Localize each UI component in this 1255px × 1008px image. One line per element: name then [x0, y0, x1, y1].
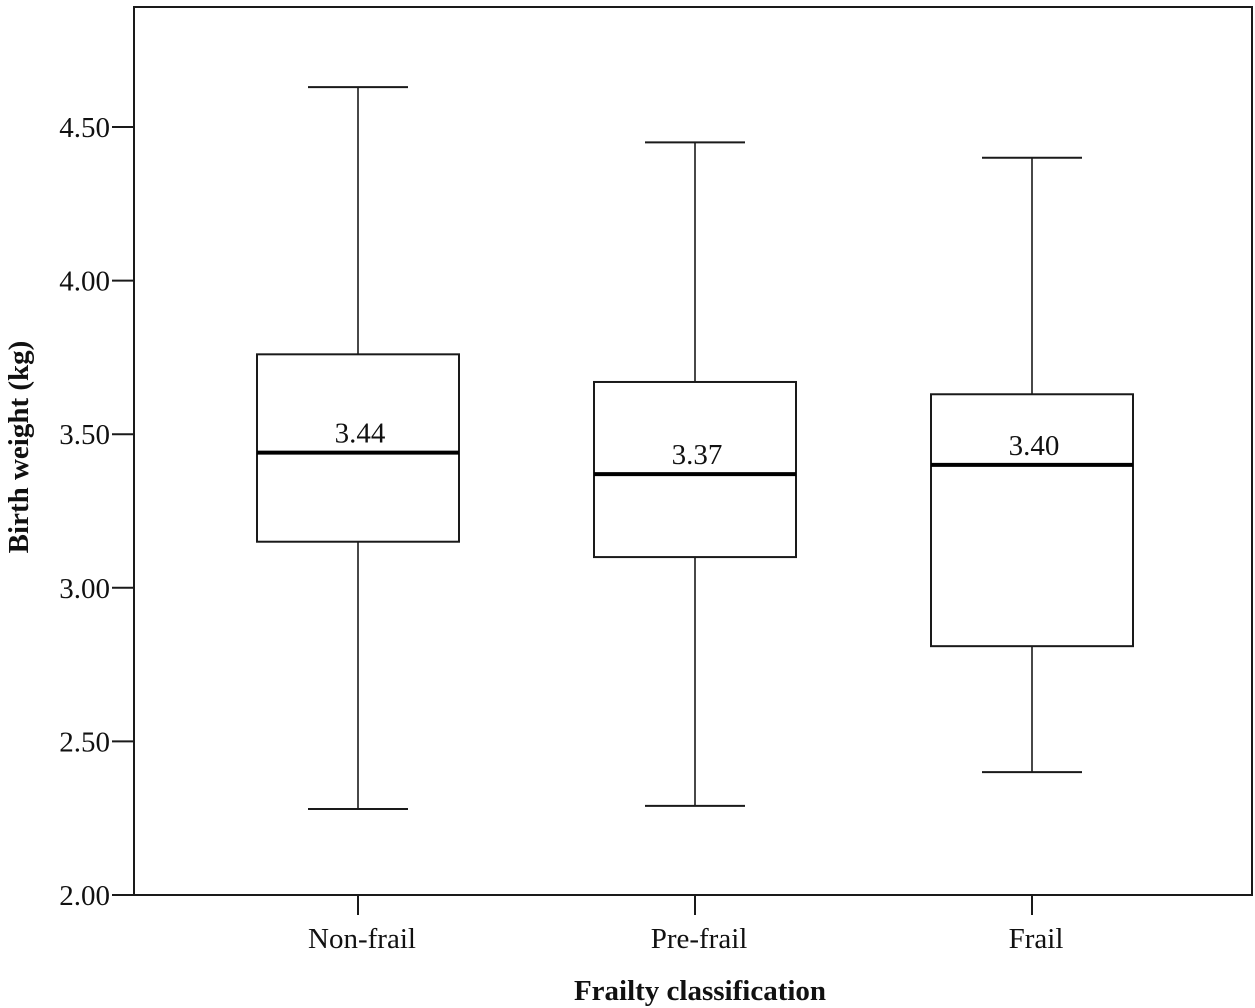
x-tick-label: Frail: [1009, 923, 1064, 955]
median-value-label: 3.37: [672, 439, 723, 471]
y-tick-label: 4.50: [59, 112, 110, 144]
y-tick-label: 2.50: [59, 726, 110, 758]
plot-frame: [133, 6, 1253, 896]
y-tick-label: 4.00: [59, 266, 110, 298]
box-plot-group: 3.44 3.37 3.40: [256, 86, 1134, 810]
median-value-label: 3.44: [335, 418, 386, 450]
interquartile-box: [593, 380, 797, 559]
box-frail: 3.40: [930, 156, 1134, 774]
box-pre-frail: 3.37: [593, 141, 797, 807]
x-axis-title: Frailty classification: [574, 975, 826, 1007]
y-tick-label: 3.50: [59, 419, 110, 451]
median-value-label: 3.40: [1009, 430, 1060, 462]
interquartile-box: [256, 353, 460, 543]
x-tick-label: Pre-frail: [651, 923, 748, 955]
box-non-frail: 3.44: [256, 86, 460, 810]
x-tick-label: Non-frail: [308, 923, 416, 955]
y-axis-title: Birth weight (kg): [3, 341, 35, 554]
y-axis: 2.00 2.50 3.00 3.50 4.00 4.50: [59, 112, 134, 912]
interquartile-box: [930, 393, 1134, 648]
y-tick-label: 2.00: [59, 880, 110, 912]
y-tick-label: 3.00: [59, 573, 110, 605]
x-axis: Non-frail Pre-frail Frail: [308, 895, 1063, 955]
